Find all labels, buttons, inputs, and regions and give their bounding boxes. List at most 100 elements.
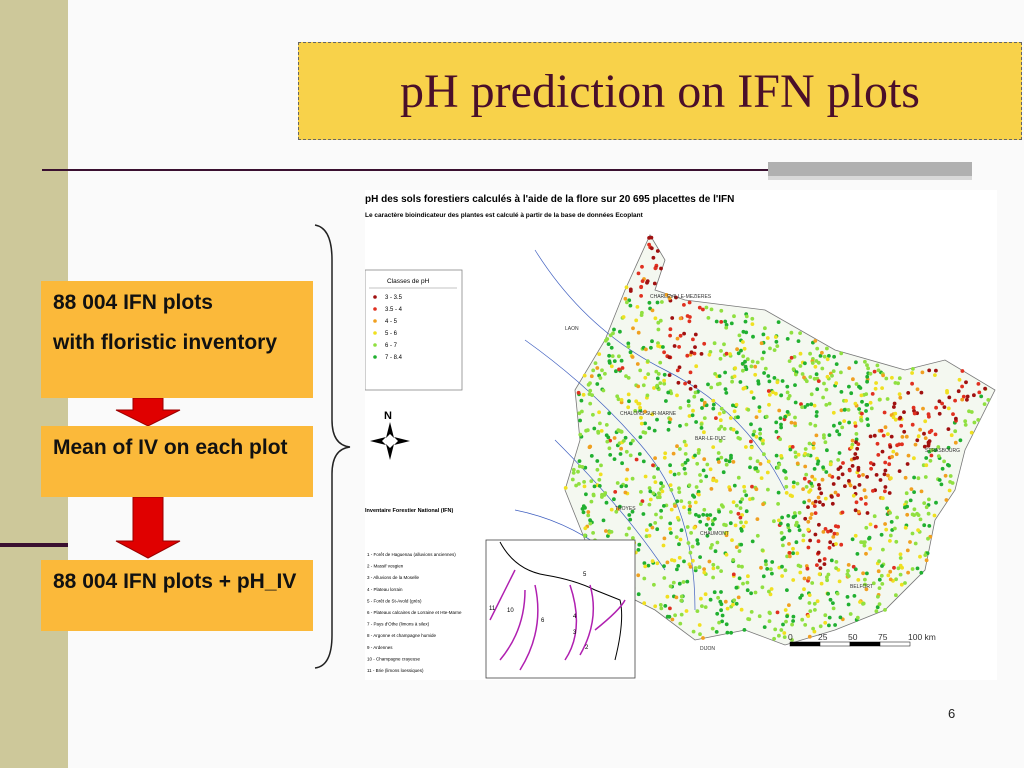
plot-dot [682, 559, 686, 564]
plot-dot [827, 433, 832, 437]
legend-title: Classes de pH [387, 278, 430, 285]
plot-dot [827, 545, 832, 550]
plot-dot [653, 316, 658, 321]
plot-dot [737, 333, 742, 338]
plot-dot [643, 564, 648, 569]
plot-dot [847, 420, 851, 425]
plot-dot [910, 531, 915, 536]
plot-dot [774, 420, 779, 425]
plot-dot [912, 507, 917, 512]
plot-dot [861, 571, 865, 576]
north-arrow [394, 437, 410, 445]
city-label: CHALONS-SUR-MARNE [620, 411, 677, 417]
plot-dot [685, 458, 690, 462]
plot-dot [739, 528, 744, 533]
plot-dot [926, 511, 931, 516]
plot-dot [850, 442, 855, 447]
plot-dot [677, 490, 682, 494]
inset-label: 4 [573, 614, 577, 620]
plot-dot [650, 412, 655, 417]
plot-dot [656, 327, 661, 332]
plot-dot [618, 452, 623, 456]
plot-dot [676, 471, 681, 476]
scale-label: 75 [878, 632, 888, 642]
plot-dot [680, 463, 685, 467]
plot-dot [765, 470, 770, 475]
plot-dot [588, 388, 593, 393]
plot-dot [684, 609, 689, 613]
plot-dot [659, 481, 663, 486]
plot-dot [749, 390, 754, 394]
plot-dot [903, 581, 907, 585]
plot-dot [766, 459, 771, 464]
zone-label: 5 - Forêt de St-Avold (grès) [367, 598, 422, 603]
plot-dot [722, 410, 726, 415]
plot-dot [669, 507, 674, 512]
plot-dot [831, 601, 835, 605]
plot-dot [924, 463, 929, 468]
plot-dot [820, 366, 825, 371]
plot-dot [580, 465, 585, 469]
plot-dot [813, 364, 818, 369]
plot-dot [737, 549, 742, 553]
plot-dot [712, 341, 717, 346]
plot-dot [746, 407, 751, 412]
plot-dot [653, 604, 658, 609]
plot-dot [619, 484, 624, 489]
plot-dot [628, 441, 633, 446]
plot-dot [863, 577, 867, 582]
city-label: CHARLEVILLE-MEZIERES [650, 294, 712, 300]
plot-dot [604, 529, 608, 533]
plot-dot [905, 462, 910, 466]
plot-dot [587, 392, 592, 396]
plot-dot [923, 553, 928, 557]
plot-dot [724, 323, 729, 327]
inset-zone [594, 599, 626, 631]
plot-dot [667, 373, 672, 377]
plot-dot [654, 512, 658, 517]
plot-dot [934, 500, 938, 505]
plot-dot [734, 503, 739, 508]
plot-dot [650, 339, 654, 344]
plot-dot [880, 386, 884, 390]
plot-dot [742, 484, 746, 489]
plot-dot [918, 427, 922, 432]
plot-dot [769, 567, 773, 572]
plot-dot [784, 491, 789, 495]
plot-dot [822, 354, 827, 359]
plot-dot [838, 465, 843, 470]
plot-dot [678, 333, 683, 338]
plot-dot [588, 521, 593, 526]
plot-dot [871, 581, 876, 586]
plot-dot [588, 381, 592, 385]
plot-dot [760, 548, 765, 553]
plot-dot [631, 536, 635, 540]
plot-dot [773, 335, 778, 339]
plot-dot [702, 567, 706, 571]
plot-dot [739, 520, 743, 525]
plot-dot [803, 405, 807, 409]
plot-dot [642, 561, 647, 565]
plot-dot [831, 606, 836, 611]
plot-dot [704, 522, 709, 527]
plot-dot [583, 533, 587, 538]
plot-dot [915, 387, 920, 392]
plot-dot [900, 435, 905, 439]
plot-dot [834, 362, 839, 366]
plot-dot [885, 506, 889, 511]
plot-dot [656, 320, 661, 325]
plot-dot [754, 487, 759, 492]
plot-dot [916, 528, 920, 532]
plot-dot [813, 339, 818, 343]
plot-dot [899, 423, 904, 428]
plot-dot [745, 357, 750, 362]
plot-dot [782, 631, 787, 635]
plot-dot [793, 455, 798, 459]
plot-dot [946, 445, 951, 450]
plot-dot [849, 445, 854, 450]
plot-dot [892, 565, 896, 570]
plot-dot [693, 390, 698, 395]
north-arrow [370, 437, 386, 445]
plot-dot [809, 481, 814, 486]
plot-dot [705, 462, 710, 467]
